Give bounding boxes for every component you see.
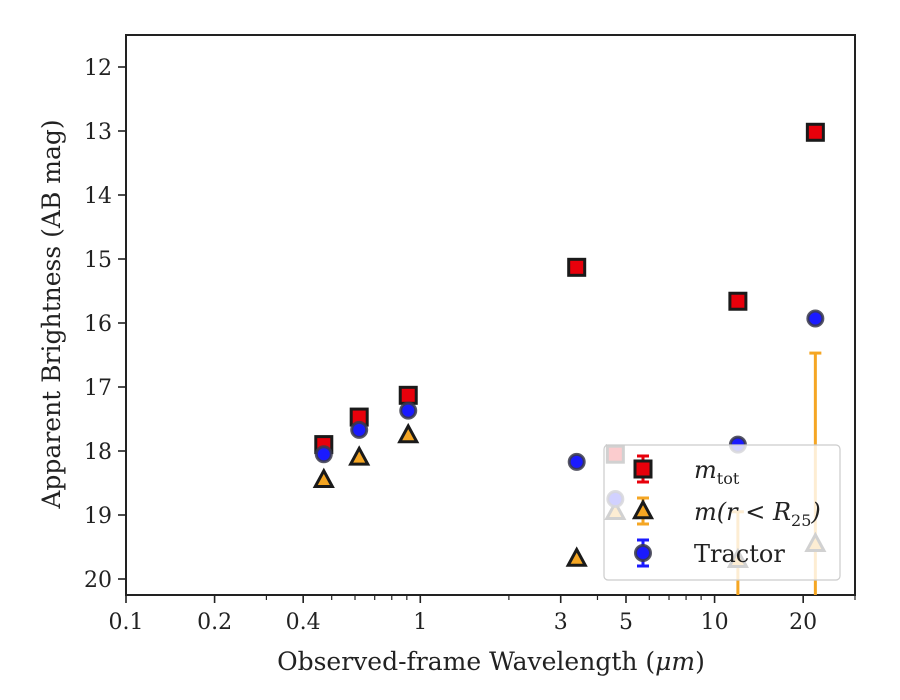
y-tick-label: 20 [84, 568, 112, 593]
y-tick-label: 13 [84, 120, 112, 145]
y-axis: 12 13 14 15 16 17 18 19 20 [84, 56, 126, 593]
plot-frame [125, 34, 856, 596]
legend-label: Tractor [694, 540, 785, 568]
x-tick-label: 10 [701, 610, 729, 635]
series-square [314, 122, 825, 464]
legend-label: m(r < R25) [694, 498, 821, 530]
point-circle [806, 309, 825, 328]
x-tick-label: 3 [554, 610, 568, 635]
x-axis-label-unit: μm [655, 647, 695, 676]
point-circle [567, 452, 586, 471]
point-triangle [312, 467, 335, 489]
legend-box [603, 444, 841, 581]
legend-marker-triangle [631, 498, 655, 520]
y-tick-label: 12 [84, 56, 112, 81]
legend-entry: mtot [633, 454, 740, 488]
y-tick-label: 17 [84, 376, 112, 401]
y-tick-label: 16 [84, 312, 112, 337]
point-square [728, 291, 748, 311]
y-tick-label: 14 [84, 184, 112, 209]
y-axis-label: Apparent Brightness (AB mag) [37, 119, 66, 509]
y-tick-label: 18 [84, 440, 112, 465]
x-tick-label: 0.1 [109, 610, 144, 635]
legend-entry: m(r < R25) [631, 496, 821, 530]
point-triangle [348, 445, 371, 466]
y-tick-label: 19 [84, 504, 112, 529]
y-tick-label: 15 [84, 248, 112, 273]
x-axis-label-main: Observed-frame Wavelength ( [277, 647, 655, 676]
point-triangle [565, 546, 588, 567]
legend-marker-circle [634, 544, 652, 562]
point-triangle [397, 422, 420, 444]
x-tick-label: 5 [619, 610, 633, 635]
point-circle [314, 445, 333, 464]
legend-marker-square [633, 459, 653, 479]
point-circle [399, 401, 418, 420]
x-tick-label: 1 [413, 610, 427, 635]
point-square [567, 257, 587, 277]
point-circle [350, 420, 369, 439]
x-axis-label: Observed-frame Wavelength (μm) [277, 647, 705, 676]
x-tick-label: 0.2 [197, 610, 232, 635]
legend-label: mtot [694, 456, 740, 488]
x-tick-label: 0.4 [286, 610, 321, 635]
plot-area [125, 34, 856, 596]
legend: mtot m(r < R25) Tractor [603, 444, 841, 581]
x-axis: 0.1 0.2 0.4 1 3 5 10 20 [109, 595, 856, 635]
point-square [398, 385, 418, 405]
x-axis-label-close: ) [695, 647, 705, 676]
x-tick-label: 20 [789, 610, 817, 635]
legend-entry: Tractor [634, 538, 785, 568]
point-square [805, 122, 825, 142]
